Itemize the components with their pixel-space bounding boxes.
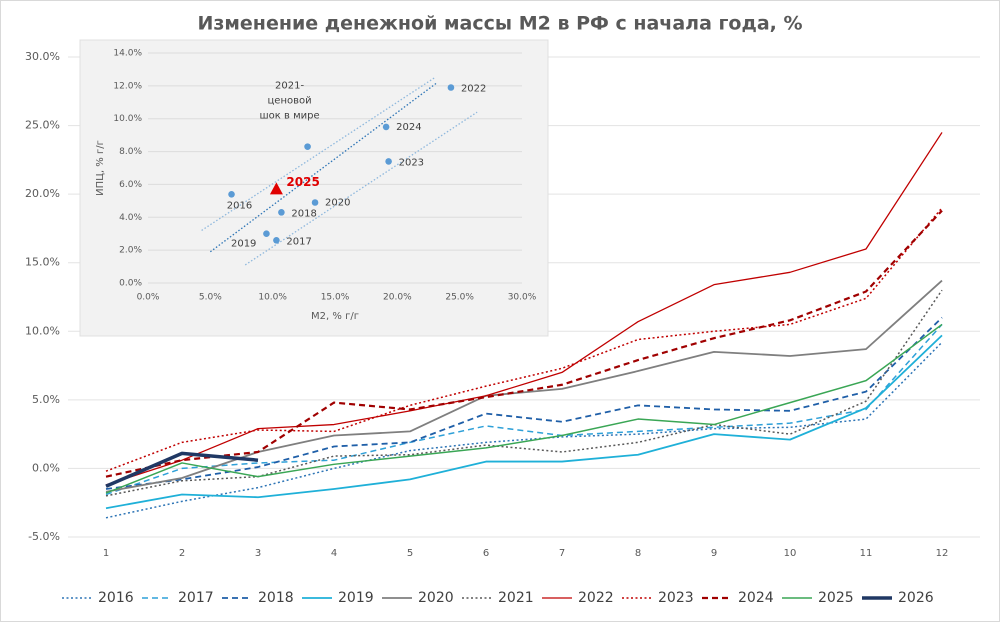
point-label: 2021- bbox=[275, 81, 304, 92]
scatter-point bbox=[273, 236, 280, 244]
y-tick-label: 20.0% bbox=[25, 187, 60, 200]
legend: 2016 2017 2018 2019 2020 2021 2022 2023 2024 2025… bbox=[62, 590, 934, 606]
legend-label: 2023 bbox=[658, 590, 694, 606]
x-tick-label: 10.0% bbox=[258, 293, 287, 303]
legend-label: 2026 bbox=[898, 590, 934, 606]
y-tick-label: 0.0% bbox=[119, 279, 142, 289]
series-line bbox=[105, 209, 943, 478]
scatter-point bbox=[269, 182, 283, 195]
y-tick-label: 4.0% bbox=[119, 213, 142, 223]
point-label: 2016 bbox=[227, 200, 252, 211]
x-tick-label: 0.0% bbox=[137, 293, 160, 303]
y-tick-label: 25.0% bbox=[25, 119, 60, 132]
legend-label: 2018 bbox=[258, 590, 294, 606]
main-plot: -5.0%0.0%5.0%10.0%15.0%20.0%25.0%30.0%1 2… bbox=[25, 50, 980, 559]
legend-label: 2021 bbox=[498, 590, 534, 606]
scatter-point bbox=[311, 199, 319, 206]
y-axis-label: ИПЦ, % г/г bbox=[95, 140, 106, 196]
inset-plot: 0.0% 2.0% 4.0% 6.0% 8.0% 10.0% 12.0% 14.0% 0.0% 5… bbox=[95, 49, 537, 323]
legend-label: 2017 bbox=[178, 590, 214, 606]
point-label: шок в мире bbox=[260, 111, 320, 122]
trend-line bbox=[201, 77, 436, 231]
y-tick-label: 10.0% bbox=[25, 324, 60, 337]
point-label: 2024 bbox=[396, 122, 421, 133]
scatter-point bbox=[278, 209, 285, 216]
x-tick-label: 8 bbox=[635, 548, 641, 559]
series-line bbox=[105, 207, 943, 472]
series-line bbox=[105, 451, 259, 488]
x-tick-label: 5 bbox=[407, 548, 413, 559]
series-line bbox=[105, 289, 943, 497]
y-tick-label: 14.0% bbox=[113, 49, 142, 59]
y-tick-label: 12.0% bbox=[113, 81, 142, 91]
y-tick-label: 15.0% bbox=[25, 256, 60, 269]
legend-label: 2022 bbox=[578, 590, 614, 606]
x-tick-label: 1 bbox=[103, 548, 109, 559]
x-tick-label: 4 bbox=[331, 548, 337, 559]
x-tick-label: 6 bbox=[483, 548, 489, 559]
point-label: 2022 bbox=[461, 84, 486, 95]
series-line bbox=[105, 316, 943, 490]
y-tick-label: 2.0% bbox=[119, 246, 142, 256]
chart-title: Изменение денежной массы М2 в РФ с начал… bbox=[197, 13, 802, 35]
y-tick-label: 5.0% bbox=[32, 393, 60, 406]
scatter-point bbox=[228, 190, 235, 198]
scatter-point bbox=[385, 158, 392, 165]
x-tick-label: 11 bbox=[860, 548, 873, 559]
x-tick-label: 2 bbox=[179, 548, 185, 559]
scatter-point bbox=[304, 143, 311, 150]
series-line bbox=[105, 279, 943, 493]
legend-label: 2024 bbox=[738, 590, 774, 606]
scatter-point bbox=[263, 230, 270, 238]
point-label: 2023 bbox=[399, 157, 424, 168]
point-label: ценовой bbox=[268, 96, 312, 107]
x-tick-label: 7 bbox=[559, 548, 565, 559]
x-tick-label: 30.0% bbox=[508, 293, 537, 303]
legend-label: 2016 bbox=[98, 590, 134, 606]
legend-label: 2025 bbox=[818, 590, 854, 606]
y-tick-label: 30.0% bbox=[25, 50, 60, 63]
series-line bbox=[105, 334, 943, 510]
point-label: 2017 bbox=[286, 236, 311, 247]
x-axis-label: М2, % г/г bbox=[311, 311, 359, 322]
y-tick-label: -5.0% bbox=[28, 530, 60, 543]
y-tick-label: 6.0% bbox=[119, 180, 142, 190]
x-tick-label: 20.0% bbox=[383, 293, 412, 303]
x-tick-label: 9 bbox=[711, 548, 717, 559]
trend-line bbox=[209, 82, 438, 253]
y-tick-label: 8.0% bbox=[119, 147, 142, 157]
point-label: 2019 bbox=[231, 239, 256, 250]
series-line bbox=[105, 323, 943, 496]
scatter-point bbox=[382, 123, 390, 131]
x-tick-label: 25.0% bbox=[445, 293, 474, 303]
point-label: 2025 bbox=[286, 175, 319, 189]
series-line bbox=[105, 132, 943, 486]
legend-label: 2020 bbox=[418, 590, 454, 606]
y-tick-label: 10.0% bbox=[113, 114, 142, 124]
x-tick-label: 15.0% bbox=[321, 293, 350, 303]
series-line bbox=[105, 323, 943, 494]
x-tick-label: 3 bbox=[255, 548, 261, 559]
scatter-point bbox=[447, 84, 455, 91]
trend-line bbox=[244, 111, 478, 266]
x-tick-label: 5.0% bbox=[199, 293, 222, 303]
x-tick-label: 12 bbox=[936, 548, 949, 559]
y-tick-label: 0.0% bbox=[32, 461, 60, 474]
point-label: 2020 bbox=[325, 198, 350, 209]
inset-panel bbox=[79, 39, 549, 337]
point-label: 2018 bbox=[291, 208, 316, 219]
x-tick-label: 10 bbox=[784, 548, 797, 559]
legend-label: 2019 bbox=[338, 590, 374, 606]
